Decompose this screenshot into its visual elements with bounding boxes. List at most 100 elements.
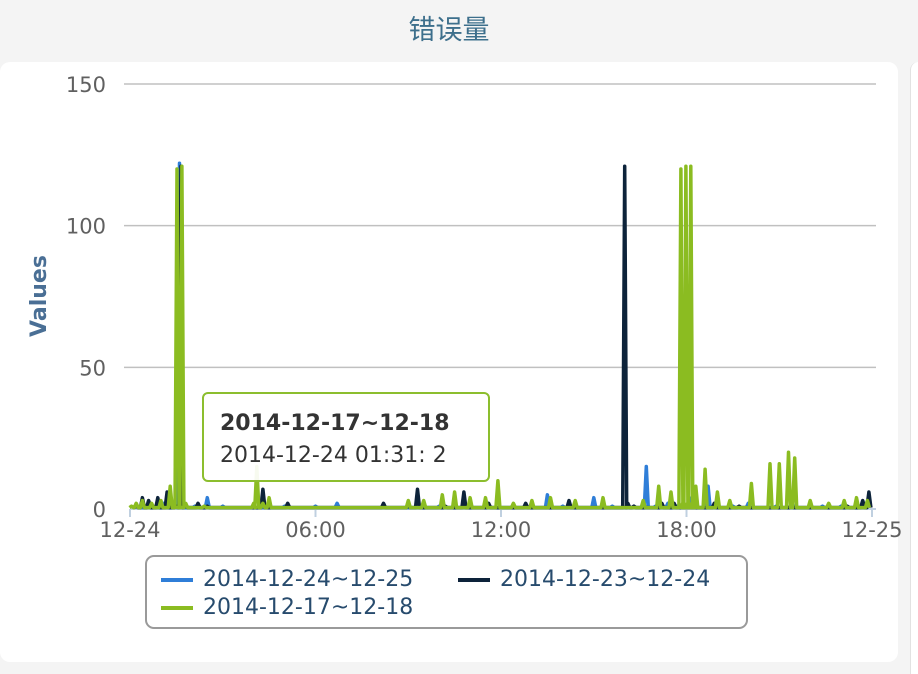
x-tick-label: 12-24 <box>99 518 160 542</box>
data-point <box>669 490 673 494</box>
data-point <box>453 490 456 494</box>
data-point <box>484 496 487 499</box>
data-point <box>407 499 410 502</box>
data-point <box>286 502 289 505</box>
data-point <box>156 496 160 499</box>
x-tick-label: 06:00 <box>285 518 346 542</box>
legend-label: 2014-12-17~12-18 <box>203 595 414 620</box>
data-point <box>626 502 629 505</box>
x-axis: 12-24 06:00 12:00 18:00 12-25 <box>99 508 903 542</box>
data-point <box>567 499 571 502</box>
data-point <box>441 493 444 497</box>
data-point <box>416 487 419 491</box>
data-point <box>178 162 181 165</box>
legend-swatch <box>161 605 193 610</box>
legend-item-series-2[interactable]: 2014-12-23~12-24 <box>458 567 710 592</box>
data-point <box>703 468 707 471</box>
data-point <box>692 499 695 502</box>
legend-label: 2014-12-23~12-24 <box>500 567 711 592</box>
data-point <box>180 164 184 168</box>
y-tick-label: 150 <box>66 73 106 97</box>
data-point <box>530 499 534 502</box>
data-point <box>175 167 179 171</box>
data-point <box>778 462 781 465</box>
data-point <box>679 167 683 171</box>
y-axis-label: Values <box>27 255 52 337</box>
data-point <box>855 496 858 499</box>
tooltip: 2014-12-17~12-18 2014-12-24 01:31: 2 <box>202 392 490 482</box>
x-tick-label: 12-25 <box>841 518 902 542</box>
legend-label: 2014-12-24~12-25 <box>203 567 414 592</box>
y-axis-ticks: 0 50 100 150 <box>66 73 106 522</box>
x-tick-label: 12:00 <box>471 518 532 542</box>
y-tick-label: 50 <box>79 356 106 380</box>
data-point <box>768 462 772 465</box>
data-point <box>808 499 812 502</box>
data-point <box>524 502 527 505</box>
data-point <box>261 487 265 491</box>
data-point <box>147 499 150 502</box>
tooltip-title: 2014-12-17~12-18 <box>220 411 450 436</box>
data-point <box>462 490 466 494</box>
data-point <box>382 502 385 505</box>
data-point <box>689 164 693 168</box>
y-tick-label: 0 <box>93 498 106 522</box>
data-point <box>601 496 605 499</box>
data-point <box>178 504 181 508</box>
data-point <box>130 504 133 508</box>
data-point <box>623 164 626 168</box>
data-point <box>159 499 163 502</box>
data-point <box>657 485 660 488</box>
series-layer <box>128 161 873 510</box>
legend-swatch <box>458 577 490 582</box>
data-point <box>150 502 153 505</box>
adjacent-panel-edge <box>910 62 918 674</box>
data-point <box>787 451 790 454</box>
data-point <box>750 482 753 485</box>
data-point <box>867 490 871 494</box>
legend: 2014-12-24~12-25 2014-12-23~12-24 2014-1… <box>145 555 748 629</box>
chart-title: 错误量 <box>408 15 490 46</box>
data-point <box>642 499 645 502</box>
series-line <box>128 164 872 510</box>
data-point <box>694 485 697 488</box>
data-point <box>252 502 255 505</box>
legend-swatch <box>161 577 193 582</box>
data-point <box>184 502 187 505</box>
data-point <box>496 479 500 482</box>
data-point <box>549 496 552 499</box>
data-point <box>716 490 719 494</box>
data-point <box>574 499 577 502</box>
data-point <box>645 465 648 468</box>
data-point <box>165 490 169 494</box>
data-point <box>684 164 688 168</box>
data-point <box>546 493 549 497</box>
legend-item-series-3[interactable]: 2014-12-17~12-18 <box>161 595 413 620</box>
data-point <box>141 499 144 502</box>
data-point <box>861 499 864 502</box>
data-point <box>682 499 685 502</box>
data-point <box>842 499 846 502</box>
y-tick-label: 100 <box>66 215 106 239</box>
data-point <box>422 499 425 502</box>
data-point <box>134 502 138 505</box>
data-point <box>261 502 265 505</box>
data-point <box>728 499 731 502</box>
data-point <box>196 502 200 505</box>
data-point <box>267 496 271 499</box>
data-point <box>141 496 144 499</box>
tooltip-value: 2014-12-24 01:31: 2 <box>220 443 447 468</box>
data-point <box>793 456 796 460</box>
data-point <box>335 502 339 505</box>
data-point <box>827 502 830 505</box>
data-point <box>592 496 595 499</box>
data-point <box>206 496 209 499</box>
data-point <box>468 496 472 499</box>
data-point <box>168 485 172 488</box>
series-3 <box>128 164 872 510</box>
data-point <box>687 499 690 502</box>
x-tick-label: 18:00 <box>656 518 717 542</box>
legend-item-series-1[interactable]: 2014-12-24~12-25 <box>161 567 413 592</box>
data-point <box>512 502 515 505</box>
